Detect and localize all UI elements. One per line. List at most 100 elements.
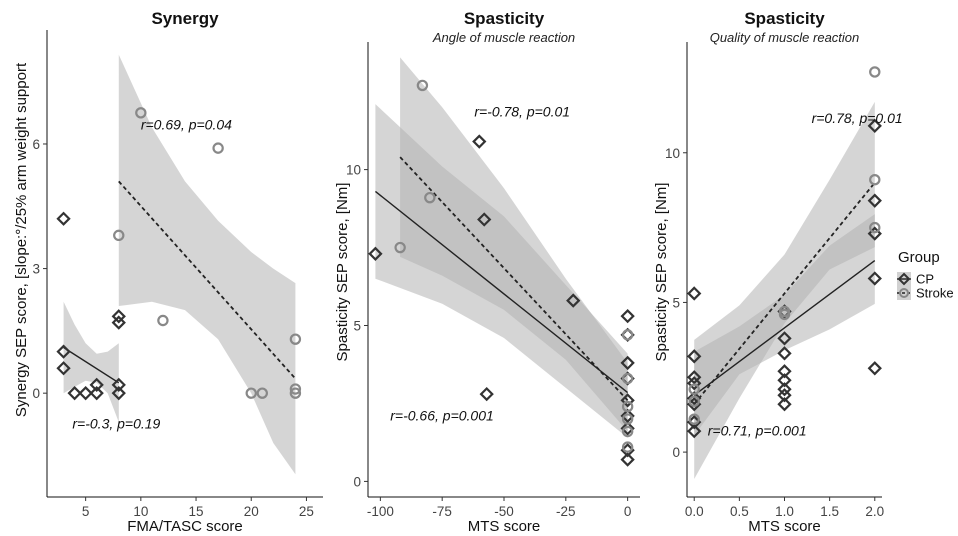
panel-title: Spasticity <box>464 9 545 28</box>
legend-item-stroke: Stroke <box>897 286 954 301</box>
legend-label: CP <box>916 272 934 287</box>
panel-title: Spasticity <box>744 9 825 28</box>
data-point-stroke <box>621 441 634 453</box>
x-tick-label: 1.5 <box>820 504 839 519</box>
data-point-cp <box>777 364 792 379</box>
data-point-stroke <box>688 383 700 395</box>
data-point-stroke <box>424 191 436 204</box>
legend-diamond-marker <box>897 272 911 286</box>
y-tick-label: 10 <box>665 146 680 161</box>
data-point-stroke <box>289 333 302 345</box>
data-point-stroke <box>688 395 700 407</box>
panel-subtitle: Angle of muscle reaction <box>432 30 575 45</box>
panel-title: Synergy <box>151 9 219 28</box>
fit-line-stroke <box>693 182 876 405</box>
y-tick-label: 0 <box>353 474 361 489</box>
x-axis-label: FMA/TASC score <box>127 518 243 535</box>
data-point-stroke <box>416 79 429 92</box>
data-point-cp <box>368 246 383 261</box>
y-tick-label: 0 <box>32 386 40 401</box>
data-point-stroke <box>621 400 634 413</box>
y-axis-label: Synergy SEP score, [slope:°/25% arm weig… <box>13 62 30 417</box>
x-tick-label: 10 <box>133 504 148 519</box>
data-point-cp <box>111 309 126 324</box>
x-tick-label: 0.5 <box>730 504 749 519</box>
y-tick-label: 5 <box>672 295 680 310</box>
data-point-stroke <box>621 372 634 385</box>
data-point-stroke <box>157 314 169 327</box>
x-tick-label: -50 <box>494 504 514 519</box>
panel-2: -100 -75 -50 -25 0 0 5 10 Spasticity Angle of mus… <box>334 9 640 535</box>
panel-3: 0.0 0.5 1.0 1.5 2.0 0 5 10 Spasticity Quality of … <box>653 9 903 535</box>
data-point-cp <box>777 382 792 397</box>
legend-title: Group <box>898 249 940 266</box>
y-tick-label: 6 <box>32 137 40 152</box>
data-point-cp <box>56 361 71 376</box>
data-point-stroke <box>869 66 881 78</box>
data-point-cp <box>111 386 126 401</box>
data-point-stroke <box>621 413 634 425</box>
data-point-cp <box>479 386 494 402</box>
data-point-cp <box>687 286 702 301</box>
correlation-annotation: r=-0.3, p=0.19 <box>72 415 160 431</box>
data-point-stroke <box>256 387 268 399</box>
fit-line-stroke <box>118 180 297 380</box>
data-point-stroke <box>778 308 791 321</box>
x-tick-label: 0 <box>624 504 632 519</box>
x-tick-label: 5 <box>82 504 90 519</box>
x-axis-label: MTS score <box>748 518 821 535</box>
data-point-stroke <box>289 387 302 399</box>
data-point-stroke <box>245 387 257 399</box>
data-point-cp <box>687 423 702 439</box>
confidence-band-stroke <box>118 54 296 475</box>
data-point-stroke <box>621 329 634 341</box>
x-tick-label: 1.0 <box>775 504 794 519</box>
data-point-cp <box>89 377 104 393</box>
y-axis-label: Spasticity SEP score, [Nm] <box>334 183 351 362</box>
data-point-cp <box>620 393 635 408</box>
y-tick-label: 3 <box>32 262 40 277</box>
y-tick-label: 5 <box>353 319 361 334</box>
correlation-annotation: r=0.71, p=0.001 <box>708 423 807 439</box>
data-point-cp <box>777 346 792 361</box>
data-point-stroke <box>212 142 224 154</box>
data-point-stroke <box>394 241 406 254</box>
data-point-cp <box>89 386 104 401</box>
fit-line-cp <box>63 346 120 384</box>
y-axis-label: Spasticity SEP score, [Nm] <box>653 183 670 362</box>
data-point-cp <box>867 361 882 376</box>
confidence-band-cp <box>63 301 119 423</box>
x-tick-label: -25 <box>556 504 576 519</box>
data-point-cp <box>777 388 792 403</box>
data-point-cp <box>477 212 492 227</box>
y-tick-label: 0 <box>672 445 680 460</box>
data-point-cp <box>67 386 82 401</box>
legend-item-cp: CP <box>897 272 934 287</box>
data-point-stroke <box>289 383 302 395</box>
data-point-cp <box>867 271 882 286</box>
data-point-stroke <box>113 229 125 242</box>
data-point-stroke <box>869 221 881 234</box>
data-point-cp <box>56 211 71 226</box>
correlation-annotation: r=0.78, p=0.01 <box>812 110 903 126</box>
data-point-cp <box>620 355 635 371</box>
data-point-cp <box>867 118 882 133</box>
data-point-cp <box>111 377 126 393</box>
x-tick-label: -75 <box>432 504 452 519</box>
x-tick-label: 0.0 <box>685 504 704 519</box>
legend-circle-marker <box>899 288 909 298</box>
legend-label: Stroke <box>916 286 954 301</box>
data-point-cp <box>78 386 93 401</box>
data-point-cp <box>777 397 792 412</box>
panel-subtitle: Quality of muscle reaction <box>710 30 860 45</box>
x-axis-label: MTS score <box>468 518 541 535</box>
data-point-stroke <box>621 425 634 438</box>
y-tick-label: 10 <box>346 163 361 178</box>
x-tick-label: -100 <box>367 504 394 519</box>
data-point-cp <box>620 308 635 324</box>
data-point-stroke <box>688 413 700 425</box>
data-point-cp <box>620 421 635 436</box>
data-point-cp <box>687 349 702 364</box>
